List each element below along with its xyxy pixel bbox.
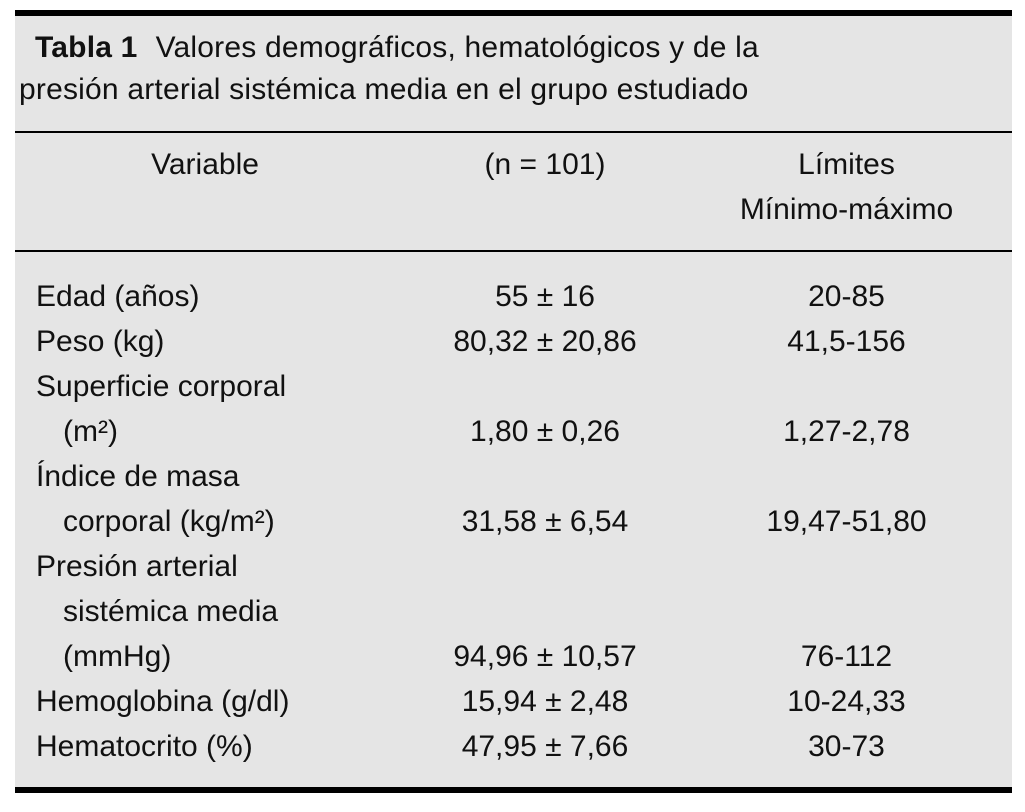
table-card: Tabla 1 Valores demográficos, hematológic… (15, 10, 1012, 793)
row-value: 94,96 ± 10,57 (453, 640, 637, 673)
row-label: Índice de masa (36, 460, 240, 493)
row-range: 19,47-51,80 (766, 505, 927, 538)
empty-cell (395, 454, 695, 499)
header-line-1: Variable (n = 101) Límites (15, 142, 1012, 187)
empty-cell (695, 544, 1012, 589)
row-range: 10-24,33 (787, 685, 906, 718)
row-label: Peso (kg) (36, 325, 165, 358)
row-label: Superficie corporal (36, 370, 287, 403)
table-title-line2: presión arterial sistémica media en el g… (19, 73, 749, 106)
row-range: 1,27-2,78 (783, 415, 910, 448)
table-title-text: Valores demográficos, hematológicos y de… (155, 31, 759, 64)
table-row: Superficie corporal (15, 364, 1012, 409)
row-value: 55 ± 16 (495, 280, 595, 313)
column-header-limits: Límites (798, 148, 895, 181)
row-label-continuation: corporal (kg/m²) (63, 505, 275, 538)
row-range: 30-73 (808, 730, 885, 763)
row-label: Hemoglobina (g/dl) (36, 685, 290, 718)
empty-cell (695, 364, 1012, 409)
table-header: Variable (n = 101) Límites Mínimo-máximo (15, 133, 1012, 252)
row-range: 76-112 (800, 640, 893, 673)
table-row: Índice de masa (15, 454, 1012, 499)
row-value: 1,80 ± 0,26 (470, 415, 620, 448)
header-line-2: Mínimo-máximo (15, 187, 1012, 232)
table-row: Hematocrito (%) 47,95 ± 7,66 30-73 (15, 724, 1012, 769)
row-label-continuation: sistémica media (63, 595, 279, 628)
row-label: Edad (años) (36, 280, 200, 313)
row-label: Hematocrito (%) (36, 730, 253, 763)
table-row: Presión arterial (15, 544, 1012, 589)
table-row: (mmHg) 94,96 ± 10,57 76-112 (15, 634, 1012, 679)
empty-cell (395, 364, 695, 409)
table-title: Tabla 1 Valores demográficos, hematológic… (15, 16, 1012, 133)
empty-cell (695, 589, 1012, 634)
table-title-line1: Tabla 1 Valores demográficos, hematológic… (19, 27, 992, 69)
row-range: 20-85 (808, 280, 885, 313)
empty-cell (395, 187, 695, 232)
row-value: 47,95 ± 7,66 (461, 730, 629, 763)
table-row: Peso (kg) 80,32 ± 20,86 41,5-156 (15, 319, 1012, 364)
empty-cell (395, 544, 695, 589)
row-value: 15,94 ± 2,48 (461, 685, 629, 718)
table-row: Hemoglobina (g/dl) 15,94 ± 2,48 10-24,33 (15, 679, 1012, 724)
table-body: Edad (años) 55 ± 16 20-85 Peso (kg) 80,3… (15, 252, 1012, 769)
empty-cell (395, 589, 695, 634)
column-header-variable: Variable (151, 148, 259, 181)
table-label: Tabla 1 (35, 31, 138, 64)
column-header-limits-sub: Mínimo-máximo (739, 193, 954, 226)
table-row: (m²) 1,80 ± 0,26 1,27-2,78 (15, 409, 1012, 454)
table-row: corporal (kg/m²) 31,58 ± 6,54 19,47-51,8… (15, 499, 1012, 544)
table-row: Edad (años) 55 ± 16 20-85 (15, 274, 1012, 319)
row-label: Presión arterial (36, 550, 238, 583)
row-value: 31,58 ± 6,54 (461, 505, 629, 538)
row-range: 41,5-156 (787, 325, 906, 358)
empty-cell (15, 187, 395, 232)
empty-cell (695, 454, 1012, 499)
row-value: 80,32 ± 20,86 (453, 325, 637, 358)
row-label-continuation: (mmHg) (63, 640, 172, 673)
row-label-continuation: (m²) (63, 415, 118, 448)
column-header-n: (n = 101) (484, 148, 606, 181)
table-row: sistémica media (15, 589, 1012, 634)
